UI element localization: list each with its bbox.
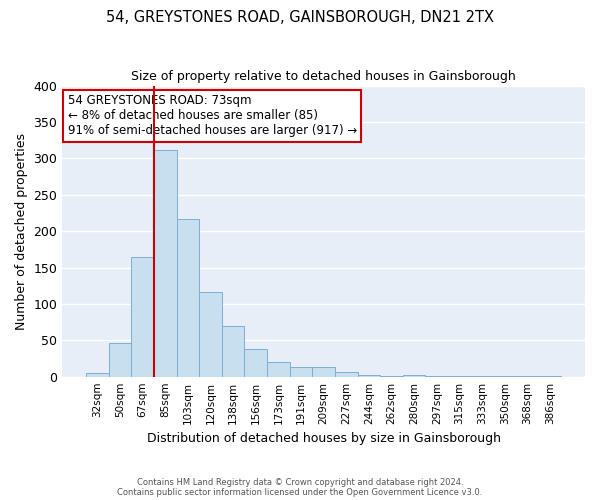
Bar [290,367,313,376]
X-axis label: Distribution of detached houses by size in Gainsborough: Distribution of detached houses by size … [146,432,500,445]
Text: Contains HM Land Registry data © Crown copyright and database right 2024.
Contai: Contains HM Land Registry data © Crown c… [118,478,482,497]
Bar [403,375,425,376]
Bar [199,292,222,376]
Bar [109,343,131,376]
Bar [335,372,358,376]
Bar [313,367,335,376]
Bar [131,258,154,376]
Bar [267,362,290,376]
Bar [176,220,199,376]
Text: 54, GREYSTONES ROAD, GAINSBOROUGH, DN21 2TX: 54, GREYSTONES ROAD, GAINSBOROUGH, DN21 … [106,10,494,25]
Bar [222,326,244,376]
Bar [86,373,109,376]
Bar [358,375,380,376]
Text: 54 GREYSTONES ROAD: 73sqm
← 8% of detached houses are smaller (85)
91% of semi-d: 54 GREYSTONES ROAD: 73sqm ← 8% of detach… [68,94,357,138]
Bar [154,150,176,376]
Bar [244,349,267,376]
Title: Size of property relative to detached houses in Gainsborough: Size of property relative to detached ho… [131,70,516,83]
Y-axis label: Number of detached properties: Number of detached properties [15,132,28,330]
